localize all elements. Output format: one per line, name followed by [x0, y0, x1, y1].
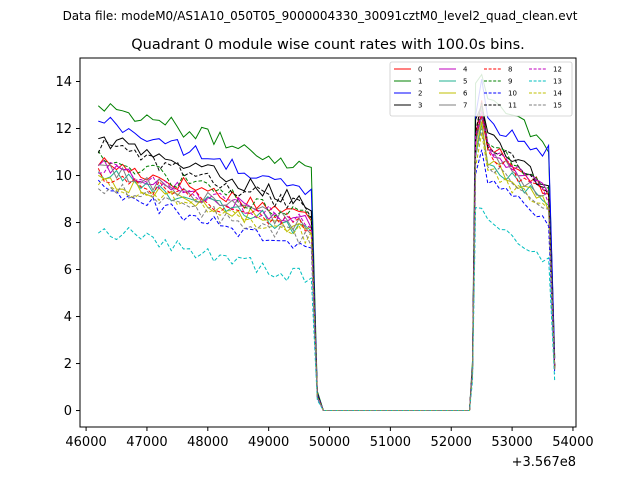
y-tick-label: 12 — [55, 122, 72, 137]
legend-label-8: 8 — [508, 66, 512, 74]
y-tick-label: 10 — [55, 169, 72, 184]
legend-label-7: 7 — [463, 102, 467, 110]
y-axis: 0 2 4 6 8 10 12 14 — [55, 75, 80, 419]
legend-label-3: 3 — [418, 102, 422, 110]
series-layer — [97, 73, 556, 411]
legend-label-4: 4 — [463, 66, 468, 74]
legend-label-11: 11 — [508, 102, 517, 110]
x-axis: 46000 47000 48000 49000 50000 51000 52000 53000… — [65, 427, 594, 450]
legend-label-0: 0 — [418, 66, 422, 74]
x-tick-label: 47000 — [126, 435, 167, 450]
series-line-11 — [97, 102, 556, 411]
x-tick-label: 54000 — [552, 435, 593, 450]
suptitle: Data file: modeM0/AS1A10_050T05_90000043… — [63, 9, 578, 23]
x-tick-label: 48000 — [187, 435, 228, 450]
x-tick-label: 51000 — [370, 435, 411, 450]
legend-label-9: 9 — [508, 78, 512, 86]
legend-label-5: 5 — [463, 78, 467, 86]
legend-label-14: 14 — [553, 90, 562, 98]
y-tick-label: 14 — [55, 75, 72, 90]
x-tick-label: 53000 — [491, 435, 532, 450]
legend-label-1: 1 — [418, 78, 422, 86]
x-tick-label: 52000 — [431, 435, 472, 450]
y-tick-label: 0 — [64, 404, 72, 419]
legend-label-6: 6 — [463, 90, 468, 98]
y-tick-label: 2 — [64, 357, 72, 372]
legend-label-13: 13 — [553, 78, 562, 86]
x-tick-label: 46000 — [65, 435, 106, 450]
y-tick-label: 8 — [64, 216, 72, 231]
x-tick-label: 49000 — [248, 435, 289, 450]
y-tick-label: 4 — [64, 310, 72, 325]
chart-title: Quadrant 0 module wise count rates with … — [131, 37, 525, 53]
plot-frame — [79, 57, 577, 428]
legend-label-2: 2 — [418, 90, 422, 98]
legend-label-10: 10 — [508, 90, 517, 98]
legend-label-12: 12 — [553, 66, 562, 74]
x-offset-label: +3.567e8 — [512, 455, 576, 470]
x-tick-label: 50000 — [309, 435, 350, 450]
legend-label-15: 15 — [553, 102, 562, 110]
legend-frame — [389, 61, 573, 117]
series-line-15 — [97, 128, 556, 411]
y-tick-label: 6 — [64, 263, 72, 278]
